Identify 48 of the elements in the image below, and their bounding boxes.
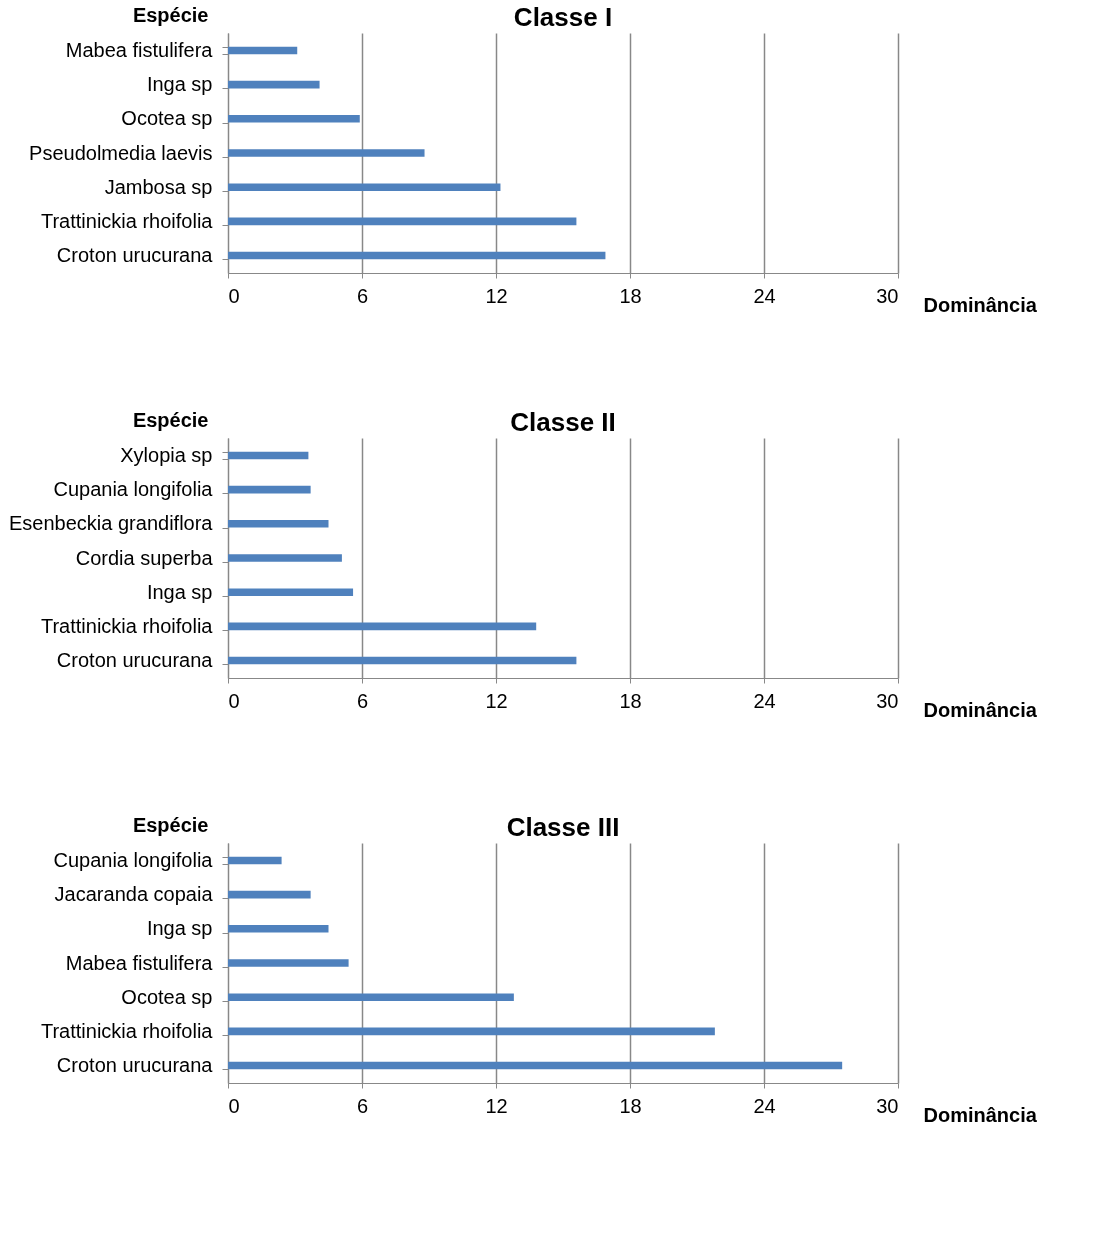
y-tick-label: Pseudolmedia laevis <box>29 141 213 164</box>
x-tick-label: 6 <box>356 284 369 307</box>
y-tick-label: Trattinickia rhoifolia <box>40 614 214 637</box>
x-axis-title: Dominância <box>923 293 1038 316</box>
x-tick-label: 0 <box>228 689 240 712</box>
x-tick-label: 18 <box>619 689 642 712</box>
y-tick-label: Jambosa sp <box>104 175 213 198</box>
y-tick-label: Esenbeckia grandiflora <box>9 512 214 535</box>
x-tick-label: 12 <box>485 284 508 307</box>
x-tick-label: 6 <box>356 1094 369 1117</box>
x-tick-label: 0 <box>228 1094 240 1117</box>
x-tick-label: 18 <box>619 1094 642 1117</box>
x-tick-label: 30 <box>876 1094 899 1117</box>
y-tick-label: Ocotea sp <box>121 107 213 130</box>
x-tick-label: 24 <box>753 689 776 712</box>
x-tick-label: 30 <box>876 284 899 307</box>
x-axis-title: Dominância <box>923 1103 1038 1126</box>
y-tick-label: Xylopia sp <box>120 443 213 466</box>
y-tick-label: Inga sp <box>146 917 213 940</box>
x-tick-label: 24 <box>753 284 776 307</box>
y-axis-title: Espécie <box>132 408 209 431</box>
y-tick-label: Croton urucurana <box>56 649 214 672</box>
y-tick-label: Mabea fistulifera <box>65 951 214 974</box>
x-tick-label: 0 <box>228 284 240 307</box>
y-tick-label: Ocotea sp <box>121 985 213 1008</box>
x-tick-label: 12 <box>485 689 508 712</box>
y-tick-label: Jacaranda copaia <box>54 883 214 906</box>
y-axis-title: Espécie <box>132 3 209 26</box>
x-tick-label: 24 <box>753 1094 776 1117</box>
y-tick-label: Mabea fistulifera <box>65 38 214 61</box>
y-tick-label: Croton urucurana <box>56 1054 214 1077</box>
y-tick-label: Cupania longifolia <box>53 848 214 871</box>
chart-title: Classe I <box>513 2 613 32</box>
x-tick-label: 18 <box>619 284 642 307</box>
y-tick-label: Inga sp <box>146 73 213 96</box>
y-tick-label: Inga sp <box>146 580 213 603</box>
y-tick-label: Trattinickia rhoifolia <box>40 1019 214 1042</box>
chart-title: Classe III <box>506 812 620 842</box>
chart-title: Classe II <box>510 407 616 437</box>
y-axis-title: Espécie <box>132 813 209 836</box>
y-tick-label: Trattinickia rhoifolia <box>40 209 214 232</box>
x-axis-title: Dominância <box>923 698 1038 721</box>
y-tick-label: Cupania longifolia <box>53 478 214 501</box>
x-tick-label: 12 <box>485 1094 508 1117</box>
y-tick-label: Cordia superba <box>75 546 214 569</box>
x-tick-label: 30 <box>876 689 899 712</box>
y-tick-label: Croton urucurana <box>56 244 214 267</box>
x-tick-label: 6 <box>356 689 369 712</box>
